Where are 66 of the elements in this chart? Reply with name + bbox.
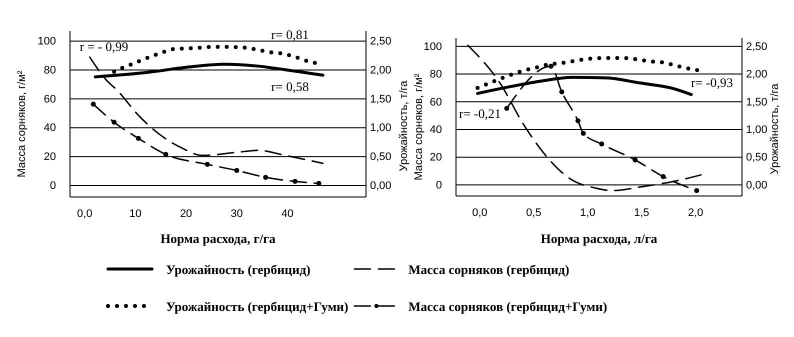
point	[292, 178, 298, 184]
legend-label: Урожайность (гербицид+Гуми)	[166, 299, 348, 314]
point	[660, 174, 666, 180]
y2-axis-title: Урожайность, т/га	[398, 80, 410, 172]
x-axis-title: Норма расхода, г/га	[160, 231, 276, 246]
point	[559, 89, 564, 94]
x-tick-label: 30	[230, 208, 243, 220]
x-tick-label: 1,5	[634, 206, 650, 219]
x-axis-title: Норма расхода, л/га	[540, 231, 658, 246]
annotation: r = - 0,99	[80, 38, 128, 54]
y2-tick-label: 1,00	[370, 122, 392, 134]
x-tick-label: 0,0	[77, 208, 92, 220]
legend-label: Масса сорняков (гербицид+Гуми)	[408, 299, 608, 314]
point	[694, 188, 700, 194]
x-tick-label: 20	[180, 208, 192, 220]
point	[548, 64, 554, 69]
point	[90, 102, 96, 107]
y-axis-title: Масса сорняков, г/м²	[413, 73, 425, 180]
point	[112, 120, 117, 125]
annotation: r= 0,81	[271, 26, 309, 42]
point	[263, 174, 268, 180]
y-tick-label: 100	[38, 36, 56, 48]
y-axis-title: Масса сорняков, г/м²	[16, 70, 28, 178]
y2-tick-label: 2,00	[370, 64, 392, 76]
point	[580, 130, 586, 136]
y2-tick-label: 0,50	[370, 151, 392, 164]
annotation: r= -0,21	[459, 106, 501, 121]
legend-label: Масса сорняков (гербицид)	[408, 262, 570, 277]
y2-tick-label: 1,50	[746, 96, 768, 108]
y2-axis-title: Урожайность, т/га	[769, 82, 781, 174]
annotation: r= 0,58	[271, 78, 309, 94]
y-tick-label: 80	[430, 68, 442, 81]
y2-tick-label: 2,00	[746, 68, 768, 81]
y2-tick-label: 1,00	[746, 124, 768, 136]
x-tick-label: 0,0	[472, 206, 488, 219]
y-tick-label: 20	[430, 152, 442, 164]
point	[234, 168, 240, 173]
y-tick-label: 80	[44, 64, 56, 76]
x-tick-label: 0,5	[526, 206, 542, 219]
legend-label: Урожайность (гербицид)	[166, 262, 311, 277]
y2-tick-label: 1,50	[370, 93, 392, 106]
y-tick-label: 40	[44, 122, 56, 134]
point	[136, 136, 141, 141]
y-tick-label: 60	[430, 96, 442, 108]
x-tick-label: 10	[129, 208, 142, 220]
annotation: r= -0,93	[691, 74, 733, 90]
y-tick-label: 0	[50, 180, 56, 192]
x-tick-label: 2,0	[688, 206, 704, 219]
y2-tick-label: 2,50	[370, 36, 392, 48]
point	[504, 106, 510, 111]
point	[163, 152, 168, 157]
point	[204, 162, 210, 167]
y-tick-label: 20	[44, 151, 56, 164]
point	[632, 157, 638, 162]
x-tick-label: 40	[281, 208, 294, 220]
y2-tick-label: 2,50	[746, 40, 768, 53]
point	[575, 118, 580, 124]
y-tick-label: 40	[430, 124, 442, 136]
x-tick-label: 1,0	[580, 206, 596, 219]
y2-tick-label: 0,00	[370, 180, 392, 192]
y-tick-label: 100	[424, 40, 442, 53]
y2-tick-label: 0,00	[746, 179, 768, 192]
y2-tick-label: 0,50	[746, 152, 768, 164]
y-tick-label: 0	[436, 179, 442, 192]
y-tick-label: 60	[44, 93, 56, 106]
point	[599, 142, 604, 147]
